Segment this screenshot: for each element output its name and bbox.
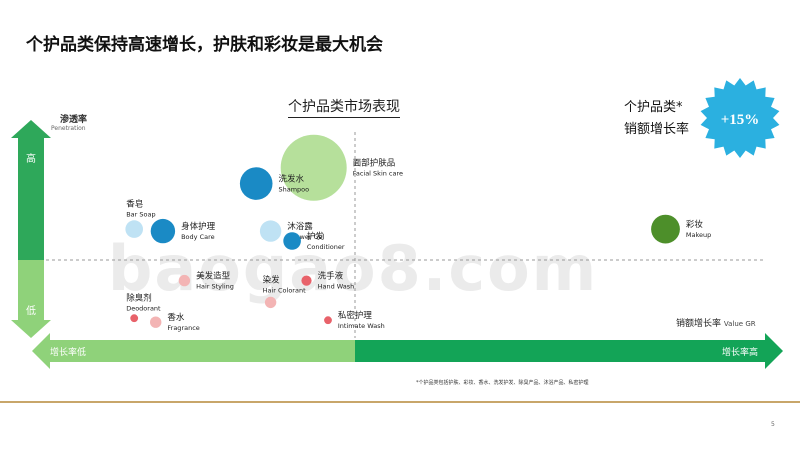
bubble-8 bbox=[301, 275, 312, 286]
x-axis-label-cn: 销额增长率 bbox=[676, 319, 722, 329]
bubble-1 bbox=[239, 167, 273, 200]
bubble-10 bbox=[264, 296, 277, 309]
x-axis-high-label: 增长率高 bbox=[722, 348, 759, 358]
bubble-label-cn-9: 除臭剂 bbox=[126, 292, 152, 303]
bubble-label-cn-11: 香水 bbox=[167, 312, 185, 323]
bubble-label-cn-2: 香皂 bbox=[126, 198, 143, 209]
growth-label-line1: 个护品类* bbox=[624, 100, 683, 115]
footer-rule bbox=[0, 401, 800, 403]
bubble-label-en-7: Hair Styling bbox=[196, 283, 234, 291]
bubble-11 bbox=[150, 316, 162, 328]
bubble-label-cn-10: 染发 bbox=[263, 275, 281, 286]
x-axis-bar-low bbox=[48, 340, 355, 362]
y-axis-low-label: 低 bbox=[26, 306, 36, 317]
bubble-0 bbox=[280, 134, 347, 201]
bubble-label-cn-6: 彩妆 bbox=[686, 219, 704, 230]
bubble-label-en-11: Fragrance bbox=[167, 324, 199, 332]
watermark: baogao8.com bbox=[108, 232, 599, 305]
bubble-label-cn-0: 面部护肤品 bbox=[353, 158, 396, 169]
bubble-label-cn-1: 洗发水 bbox=[279, 174, 305, 185]
y-axis-high-label: 高 bbox=[26, 154, 36, 165]
bubble-label-cn-12: 私密护理 bbox=[338, 310, 373, 321]
bubble-label-en-12: Intimate Wash bbox=[338, 322, 385, 330]
bubble-12 bbox=[324, 316, 332, 325]
bubble-5 bbox=[283, 232, 301, 250]
page-title: 个护品类保持高速增长，护肤和彩妆是最大机会 bbox=[26, 35, 383, 55]
bubble-label-cn-5: 护发 bbox=[307, 231, 325, 242]
bubble-label-en-2: Bar Soap bbox=[126, 210, 155, 218]
bubble-label-en-9: Deodorant bbox=[126, 304, 161, 312]
bubble-label-en-3: Body Care bbox=[181, 233, 215, 241]
growth-label-line2: 销额增长率 bbox=[624, 122, 690, 137]
growth-badge-starburst bbox=[700, 78, 780, 158]
bubble-label-cn-7: 美发造型 bbox=[196, 271, 231, 282]
bubble-7 bbox=[178, 274, 191, 287]
footnote: *个护品类包括护肤、彩妆、香水、洗发护发、除臭产品、沐浴产品、私密护理 bbox=[416, 380, 589, 386]
y-axis-bar-high bbox=[18, 132, 44, 260]
bubble-label-en-6: Makeup bbox=[686, 231, 711, 239]
bubble-label-en-10: Hair Colorant bbox=[263, 287, 306, 295]
x-axis-label-en: Value GR bbox=[723, 320, 756, 328]
bubble-label-en-1: Shampoo bbox=[279, 186, 310, 194]
y-axis-label: 渗透率 bbox=[60, 115, 88, 125]
x-axis-label: 销额增长率 Value GR bbox=[676, 316, 756, 329]
bubble-2 bbox=[125, 220, 143, 238]
x-axis-arrow-left bbox=[32, 333, 50, 369]
page-number: 5 bbox=[771, 421, 775, 428]
x-axis-low-label: 增长率低 bbox=[50, 348, 87, 358]
bubble-6 bbox=[651, 214, 680, 244]
growth-badge: +15% bbox=[700, 78, 780, 158]
y-axis-bar-low bbox=[18, 260, 44, 322]
bubble-label-cn-3: 身体护理 bbox=[181, 221, 216, 232]
chart-title: 个护品类市场表现 bbox=[288, 96, 400, 118]
bubble-label-cn-4: 沐浴露 bbox=[287, 221, 313, 232]
bubble-label-en-4: Shower Gel bbox=[287, 233, 324, 241]
x-axis-bar-high bbox=[355, 340, 766, 362]
x-axis-arrow-right bbox=[765, 333, 783, 369]
bubble-9 bbox=[130, 314, 139, 323]
bubble-label-en-8: Hand Wash bbox=[318, 283, 355, 291]
bubble-4 bbox=[259, 220, 282, 242]
bubble-label-cn-8: 洗手液 bbox=[318, 271, 344, 282]
bubble-label-en-0: Facial Skin care bbox=[353, 170, 403, 178]
growth-badge-value: +15% bbox=[721, 112, 760, 128]
bubble-3 bbox=[150, 218, 176, 244]
y-axis-label-en: Penetration bbox=[51, 125, 86, 132]
bubble-label-en-5: Conditioner bbox=[307, 243, 345, 251]
